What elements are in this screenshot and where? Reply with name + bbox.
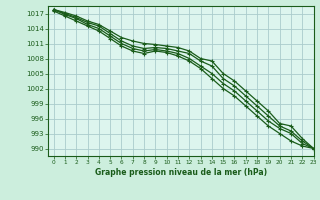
X-axis label: Graphe pression niveau de la mer (hPa): Graphe pression niveau de la mer (hPa) [95,168,267,177]
